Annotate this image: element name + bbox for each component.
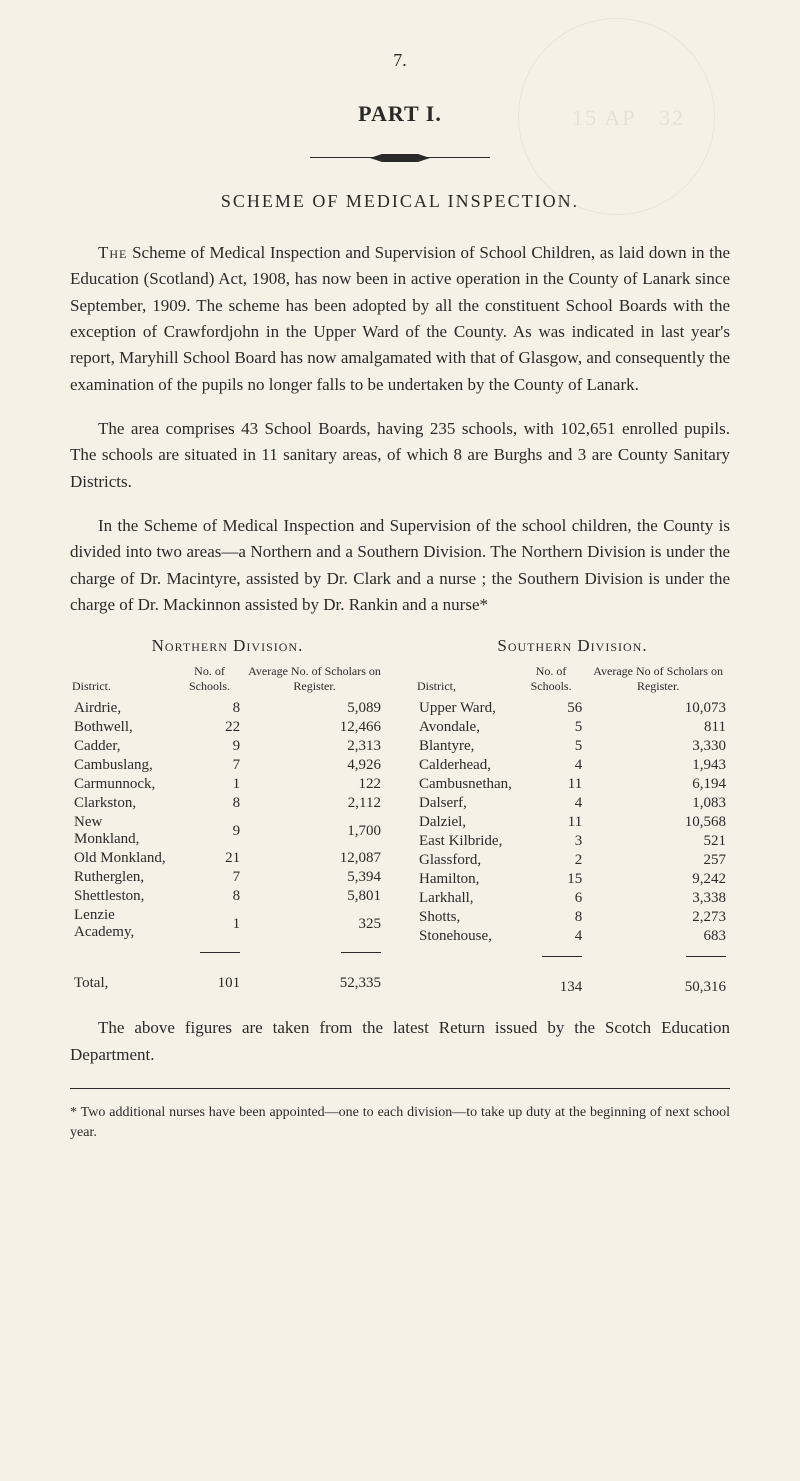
closing-paragraph: The above figures are taken from the lat…: [70, 1015, 730, 1068]
table-row: New Monkland,91,700: [70, 813, 385, 849]
table-row: Lenzie Academy,1325: [70, 906, 385, 942]
footnote-rule: [70, 1088, 730, 1089]
rule-row: [415, 946, 730, 965]
table-row: Carmunnock,1122: [70, 775, 385, 794]
table-row: Cambuslang,74,926: [70, 756, 385, 775]
scheme-heading: SCHEME OF MEDICAL INSPECTION.: [70, 191, 730, 212]
southern-title: Southern Division.: [415, 636, 730, 656]
table-row: Glassford,2257: [415, 851, 730, 870]
rule-row: [70, 942, 385, 961]
table-row: Larkhall,63,338: [415, 889, 730, 908]
s-header-district: District,: [415, 662, 516, 699]
footnote: * Two additional nurses have been appoin…: [70, 1103, 730, 1142]
table-row: Upper Ward,5610,073: [415, 699, 730, 718]
table-row: Avondale,5811: [415, 718, 730, 737]
page-number: 7.: [70, 50, 730, 71]
table-row: East Kilbride,3521: [415, 832, 730, 851]
table-row: Bothwell,2212,466: [70, 718, 385, 737]
southern-division: Southern Division. District, No. of Scho…: [415, 636, 730, 997]
paragraph-2: The area comprises 43 School Boards, hav…: [70, 416, 730, 495]
table-row: Old Monkland,2112,087: [70, 849, 385, 868]
northern-division: Northern Division. District. No. of Scho…: [70, 636, 385, 997]
paragraph-1: The Scheme of Medical Inspection and Sup…: [70, 240, 730, 398]
table-row: Rutherglen,75,394: [70, 868, 385, 887]
table-row: Airdrie,85,089: [70, 699, 385, 718]
table-row: Stonehouse,4683: [415, 927, 730, 946]
northern-table: District. No. of Schools. Average No. of…: [70, 662, 385, 993]
table-row: Shettleston,85,801: [70, 887, 385, 906]
northern-total: Total,10152,335: [70, 961, 385, 993]
page: 15 AP 32 7. PART I. SCHEME OF MEDICAL IN…: [0, 0, 800, 1196]
table-row: Blantyre,53,330: [415, 737, 730, 756]
n-header-avg: Average No. of Scholars on Register.: [244, 662, 385, 699]
part-heading: PART I.: [70, 101, 730, 127]
table-row: Shotts,82,273: [415, 908, 730, 927]
table-row: Dalserf,41,083: [415, 794, 730, 813]
table-row: Cadder,92,313: [70, 737, 385, 756]
table-row: Calderhead,41,943: [415, 756, 730, 775]
table-row: Cambusnethan,116,194: [415, 775, 730, 794]
s-header-schools: No. of Schools.: [516, 662, 586, 699]
para1-body: Scheme of Medical Inspection and Supervi…: [70, 243, 730, 394]
table-row: Hamilton,159,242: [415, 870, 730, 889]
n-header-district: District.: [70, 662, 175, 699]
southern-table: District, No. of Schools. Average No of …: [415, 662, 730, 997]
ornament-rule: [70, 145, 730, 163]
s-header-avg: Average No of Scholars on Register.: [586, 662, 730, 699]
n-header-schools: No. of Schools.: [175, 662, 244, 699]
paragraph-3: In the Scheme of Medical Inspection and …: [70, 513, 730, 618]
table-row: Clarkston,82,112: [70, 794, 385, 813]
northern-title: Northern Division.: [70, 636, 385, 656]
southern-total: 13450,316: [415, 965, 730, 997]
para1-lead: The: [98, 243, 127, 262]
table-row: Dalziel,1110,568: [415, 813, 730, 832]
divisions: Northern Division. District. No. of Scho…: [70, 636, 730, 997]
